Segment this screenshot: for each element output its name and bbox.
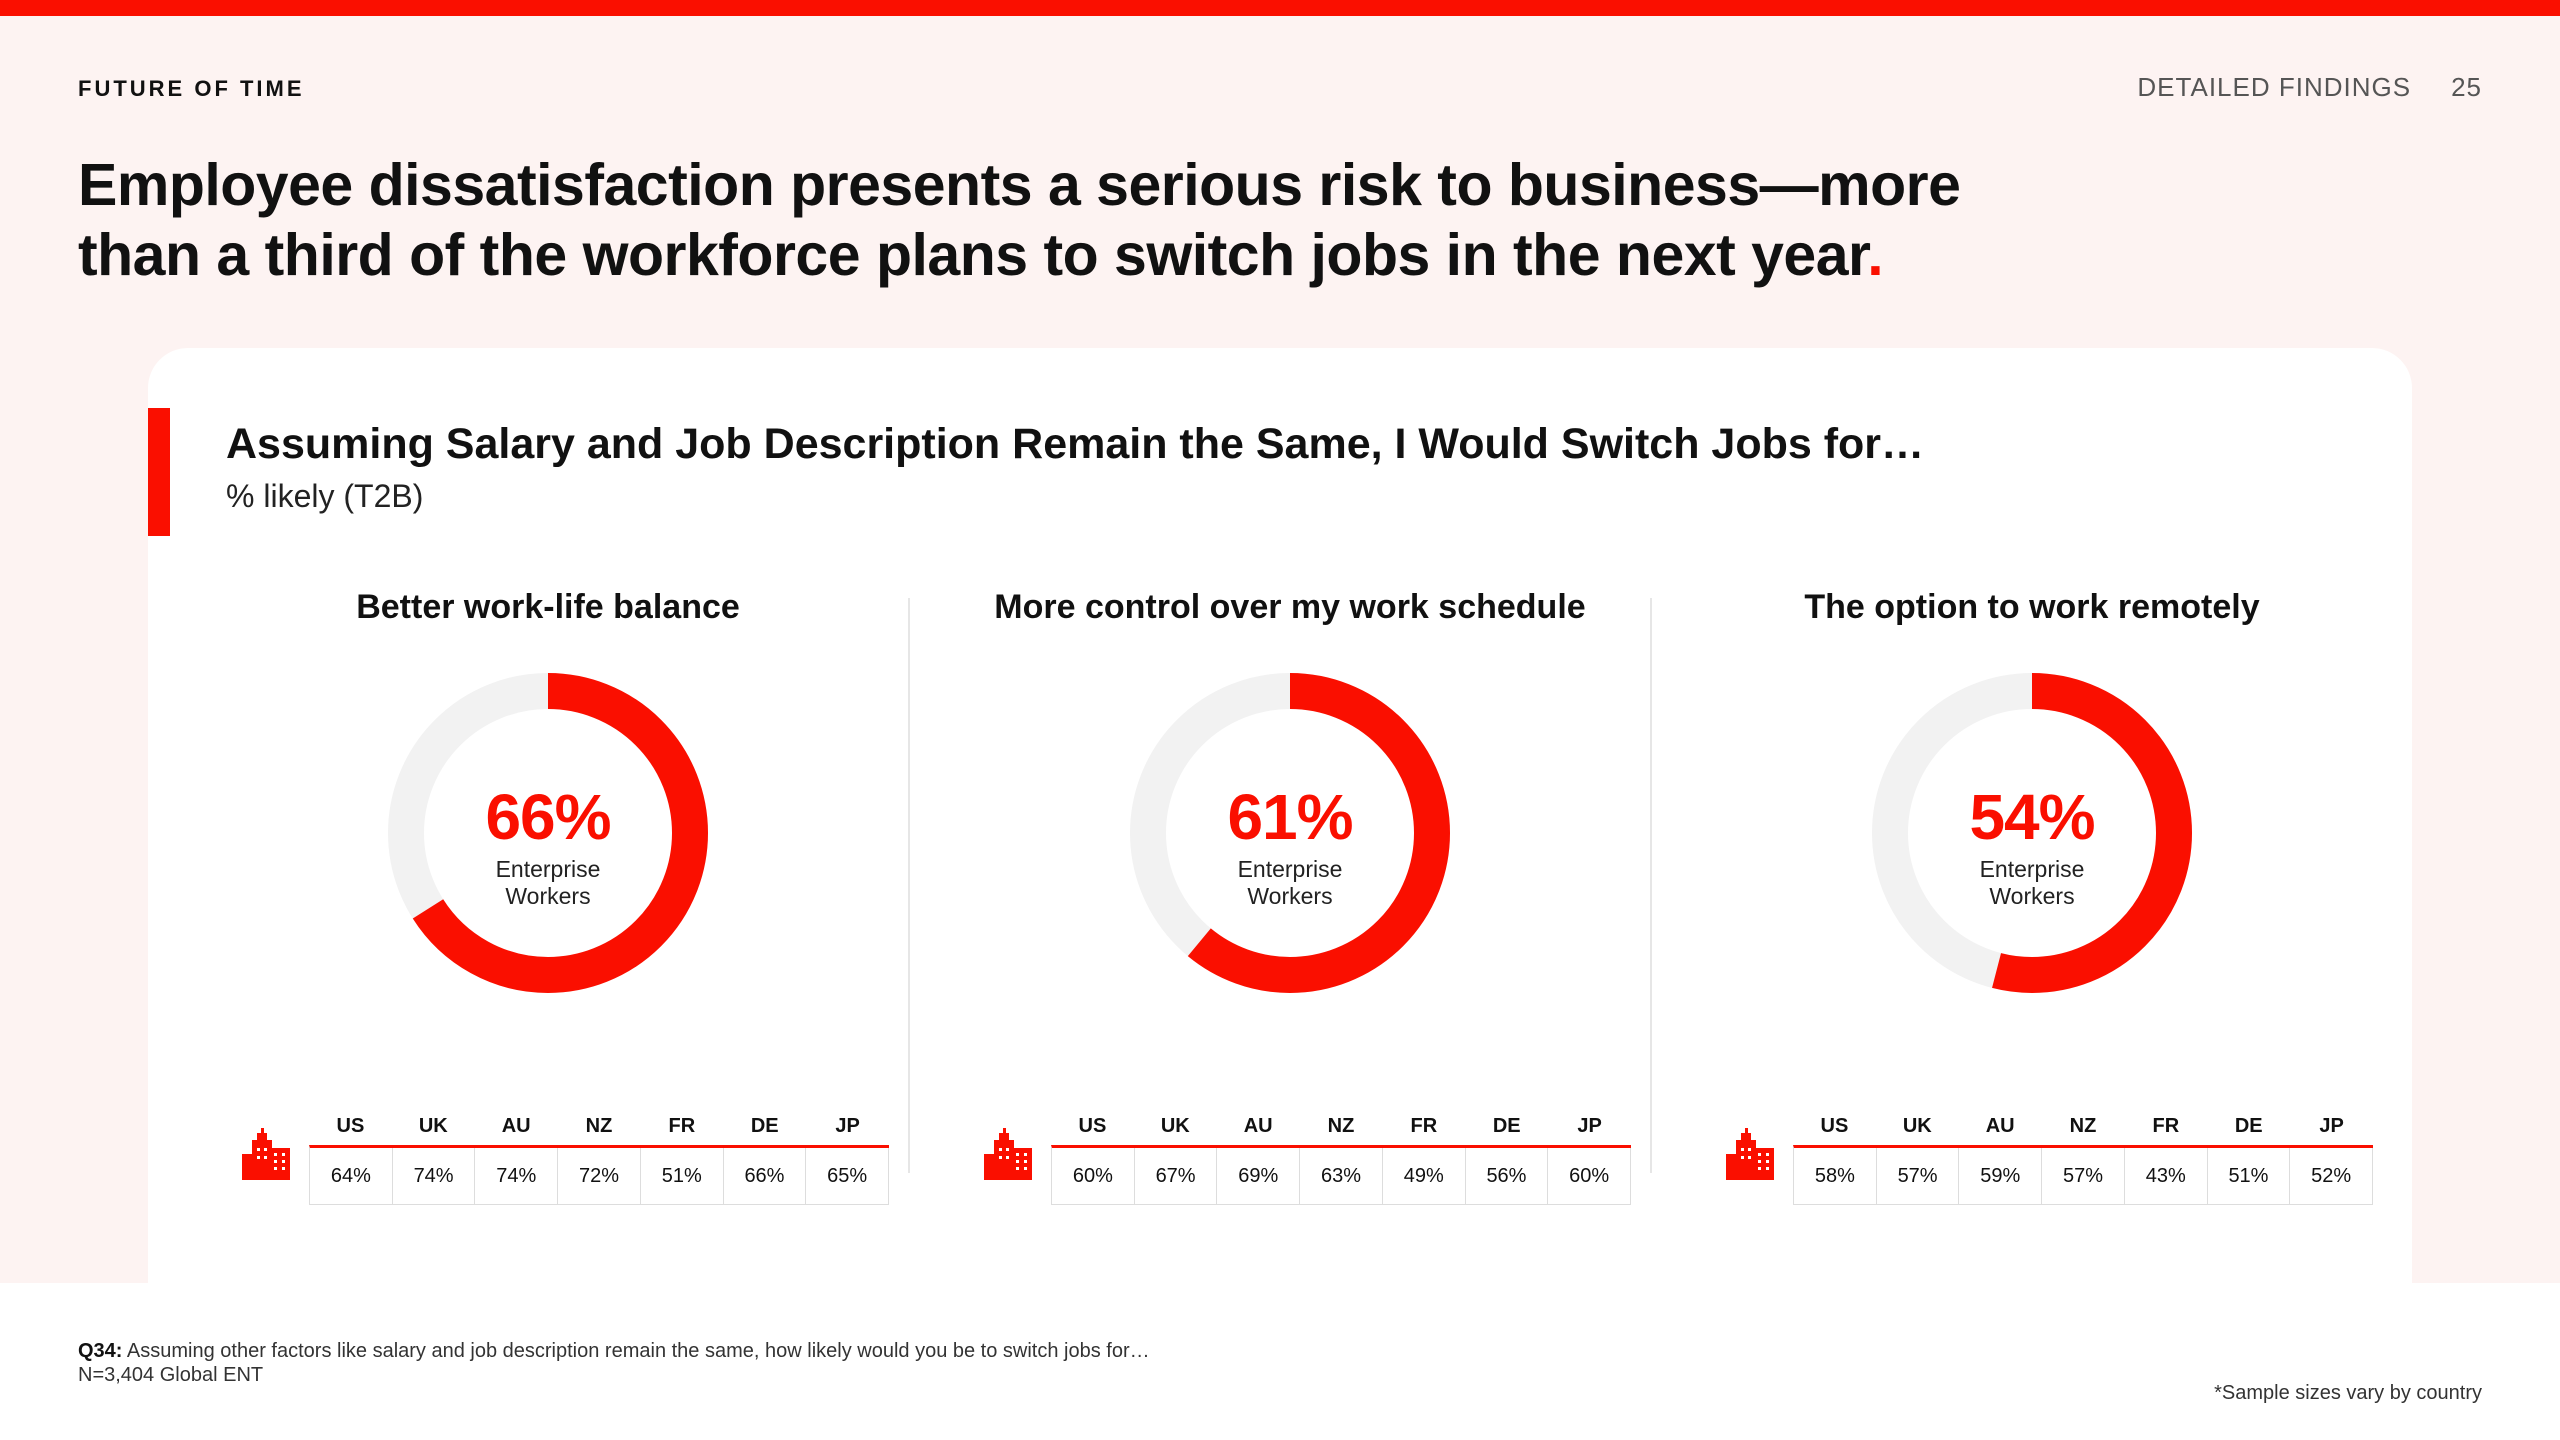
country-header: US (1078, 1115, 1107, 1137)
panel-title: Better work-life balance (356, 588, 740, 626)
sample-note: *Sample sizes vary by country (2214, 1382, 2482, 1404)
country-header: UK (1902, 1115, 1932, 1137)
country-header: FR (2152, 1115, 2180, 1137)
country-value: 64% (310, 1148, 393, 1204)
donut-percent-label: 54% (1969, 781, 2095, 853)
country-table: US UK AU NZ FR DE JP 64% 74% 74% 72% 51%… (309, 1115, 890, 1205)
country-value: 74% (393, 1148, 476, 1204)
country-value-row: 64% 74% 74% 72% 51% 66% 65% (309, 1145, 890, 1205)
country-value: 60% (1052, 1148, 1135, 1204)
card-accent-bar (148, 408, 170, 536)
panel-title: More control over my work schedule (994, 588, 1586, 626)
country-value: 72% (558, 1148, 641, 1204)
country-value: 58% (1794, 1148, 1877, 1204)
country-header-row: US UK AU NZ FR DE JP (1793, 1115, 2373, 1145)
top-accent-bar (0, 0, 2560, 16)
donut-caption-line-2: Workers (505, 883, 591, 909)
panel-title: The option to work remotely (1804, 588, 2260, 626)
card-title: Assuming Salary and Job Description Rema… (226, 420, 1925, 468)
country-header: DE (1492, 1115, 1521, 1137)
country-value: 51% (641, 1148, 724, 1204)
country-value: 60% (1548, 1148, 1632, 1204)
country-value: 65% (806, 1148, 890, 1204)
section-label: DETAILED FINDINGS (2137, 72, 2412, 102)
country-value: 57% (1877, 1148, 1960, 1204)
headline-line-1: Employee dissatisfaction presents a seri… (78, 152, 1961, 218)
sample-size: N=3,404 Global ENT (78, 1364, 264, 1386)
country-header: FR (668, 1115, 696, 1137)
page-title: Employee dissatisfaction presents a seri… (78, 150, 2078, 290)
country-header: AU (1985, 1115, 2015, 1137)
donut-caption-line-2: Workers (1247, 883, 1333, 909)
donut-caption-line-1: Enterprise (495, 856, 601, 882)
country-value: 56% (1466, 1148, 1549, 1204)
donut-panel: More control over my work schedule 61% E… (919, 588, 1661, 1205)
donut-chart (1130, 673, 1450, 993)
country-table: US UK AU NZ FR DE JP 58% 57% 59% 57% 43%… (1793, 1115, 2374, 1205)
headline-period: . (1867, 222, 1884, 288)
country-value: 51% (2208, 1148, 2291, 1204)
donut-caption: Enterprise Workers (1130, 856, 1450, 910)
question-text: Assuming other factors like salary and j… (126, 1340, 1150, 1362)
chart-card: Assuming Salary and Job Description Rema… (148, 348, 2412, 1283)
office-building-icon (242, 1128, 290, 1180)
office-building-icon (984, 1128, 1032, 1180)
country-value: 63% (1300, 1148, 1383, 1204)
donut-panel: The option to work remotely 54% Enterpri… (1661, 588, 2403, 1205)
headline-line-2: than a third of the workforce plans to s… (78, 222, 1868, 288)
footer-band (0, 1283, 2560, 1440)
country-value: 59% (1959, 1148, 2043, 1204)
country-header: US (336, 1115, 365, 1137)
country-header: NZ (585, 1115, 613, 1137)
brand-label: FUTURE OF TIME (78, 76, 305, 101)
country-header: JP (835, 1115, 860, 1137)
country-header-row: US UK AU NZ FR DE JP (1051, 1115, 1631, 1145)
donut-value-arc (1872, 673, 2192, 993)
country-header: AU (501, 1115, 531, 1137)
country-value-row: 60% 67% 69% 63% 49% 56% 60% (1051, 1145, 1632, 1205)
country-value: 67% (1135, 1148, 1218, 1204)
question-label: Q34: (78, 1340, 123, 1362)
donut-value-arc (1130, 673, 1450, 993)
country-table: US UK AU NZ FR DE JP 60% 67% 69% 63% 49%… (1051, 1115, 1632, 1205)
country-value: 57% (2042, 1148, 2125, 1204)
card-subtitle: % likely (T2B) (226, 478, 424, 514)
donut-panel: Better work-life balance 66% Enterprise … (177, 588, 919, 1205)
country-value: 43% (2125, 1148, 2208, 1204)
country-value: 66% (724, 1148, 807, 1204)
country-header: JP (1577, 1115, 1602, 1137)
country-header-row: US UK AU NZ FR DE JP (309, 1115, 889, 1145)
donut-percent-label: 66% (485, 781, 611, 853)
donut-caption-line-2: Workers (1989, 883, 2075, 909)
panel-divider (1650, 598, 1652, 1173)
country-header: NZ (2069, 1115, 2097, 1137)
question-footnote: Q34: Assuming other factors like salary … (78, 1340, 1150, 1363)
donut-chart (388, 673, 708, 993)
country-header: US (1820, 1115, 1849, 1137)
country-header: NZ (1327, 1115, 1355, 1137)
country-header: FR (1410, 1115, 1438, 1137)
section-header: DETAILED FINDINGS 25 (2137, 72, 2482, 103)
donut-caption: Enterprise Workers (388, 856, 708, 910)
country-value: 52% (2290, 1148, 2374, 1204)
country-value: 69% (1217, 1148, 1301, 1204)
donut-percent-label: 61% (1227, 781, 1353, 853)
panel-divider (908, 598, 910, 1173)
office-building-icon (1726, 1128, 1774, 1180)
donut-chart (1872, 673, 2192, 993)
country-header: DE (750, 1115, 779, 1137)
donut-value-arc (388, 673, 708, 993)
country-value: 49% (1383, 1148, 1466, 1204)
country-header: JP (2319, 1115, 2344, 1137)
country-value: 74% (475, 1148, 559, 1204)
country-header: UK (418, 1115, 448, 1137)
country-header: UK (1160, 1115, 1190, 1137)
donut-caption: Enterprise Workers (1872, 856, 2192, 910)
country-header: AU (1243, 1115, 1273, 1137)
country-value-row: 58% 57% 59% 57% 43% 51% 52% (1793, 1145, 2374, 1205)
donut-caption-line-1: Enterprise (1979, 856, 2085, 882)
page-number: 25 (2451, 72, 2482, 102)
country-header: DE (2234, 1115, 2263, 1137)
donut-caption-line-1: Enterprise (1237, 856, 1343, 882)
